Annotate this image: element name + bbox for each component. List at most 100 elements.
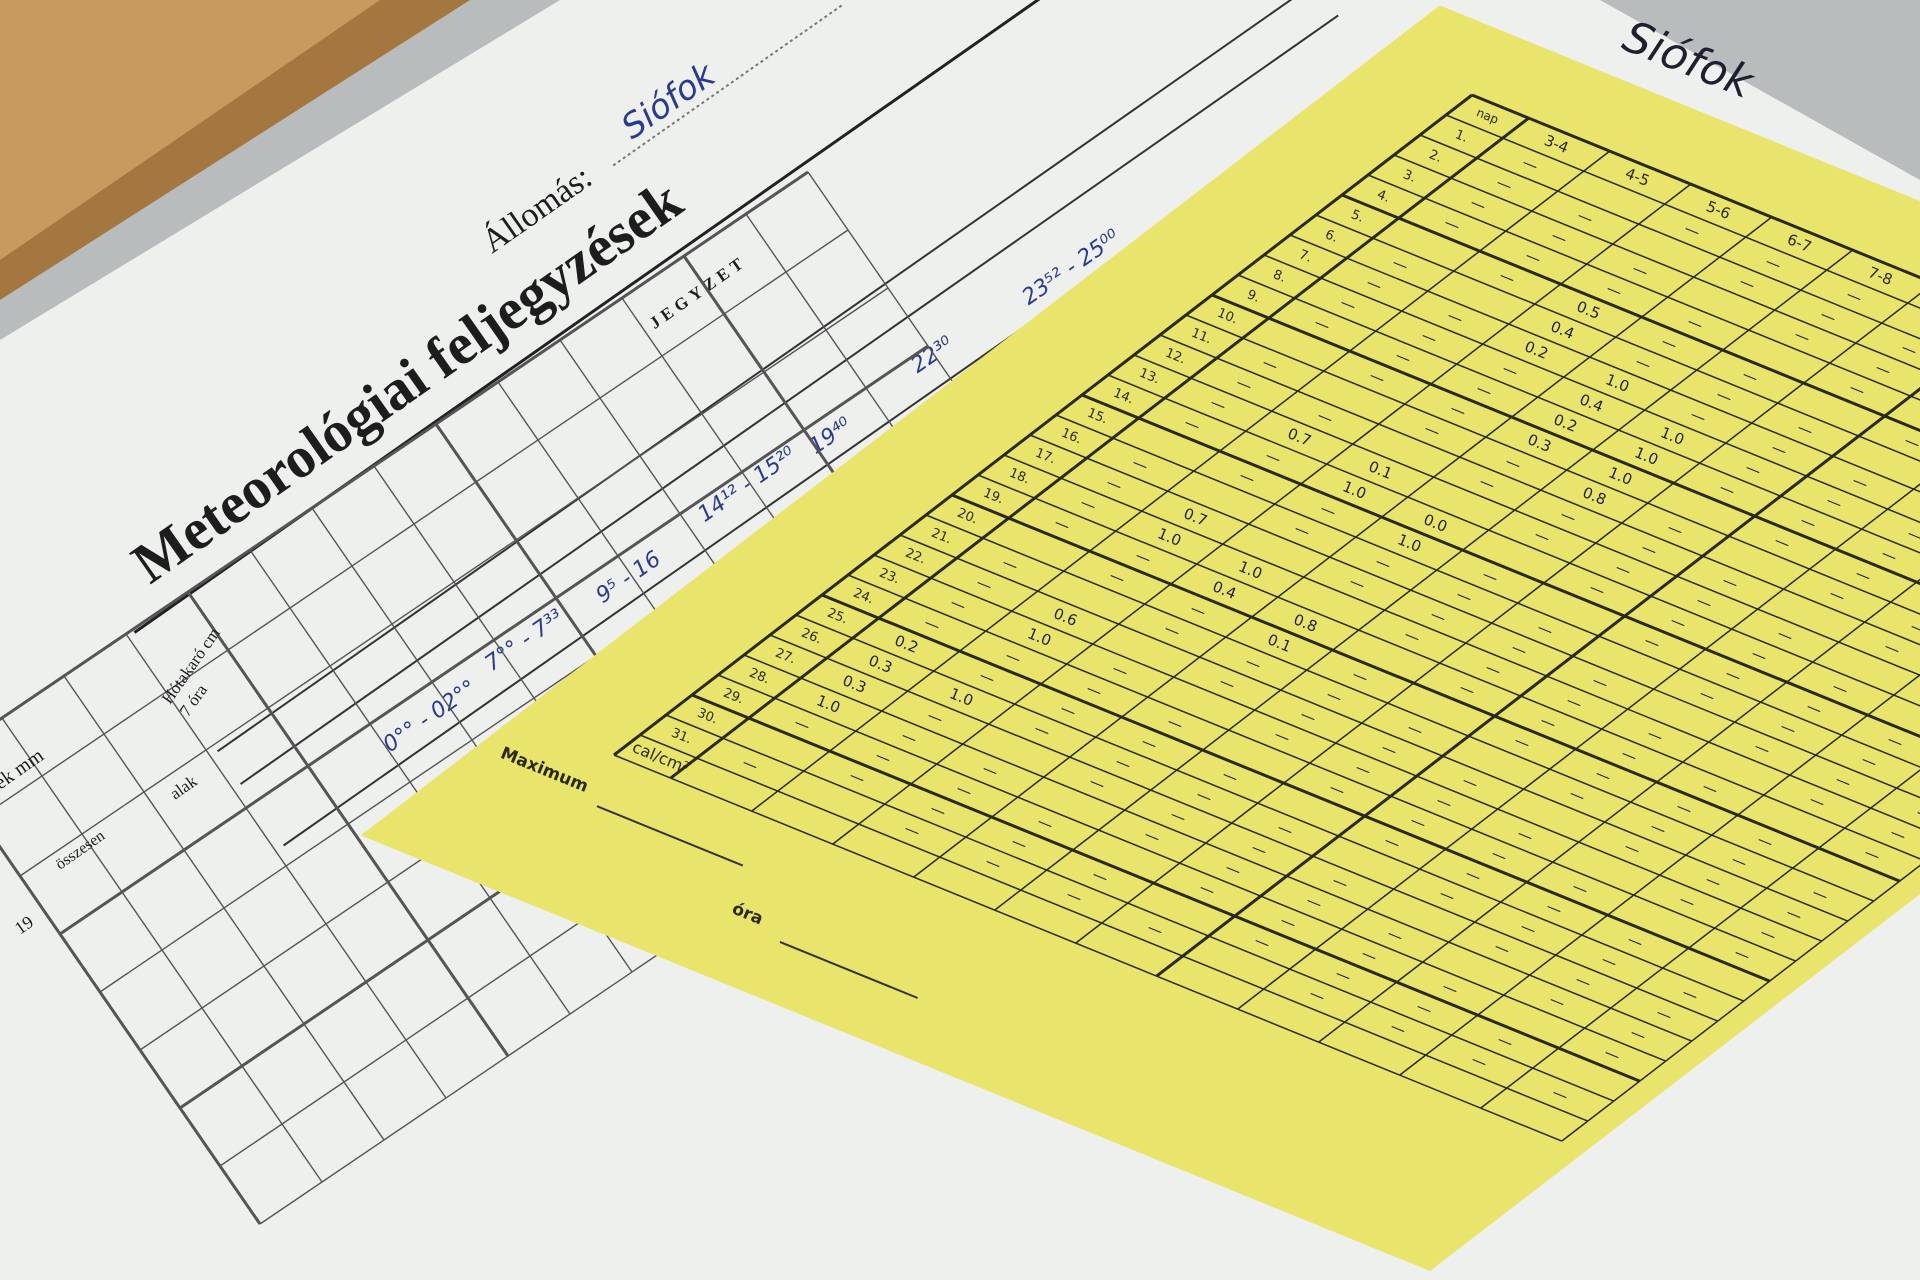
yellow-footer-line-1 xyxy=(596,805,744,867)
yellow-grid-row-line xyxy=(1315,214,1920,462)
cell-dash: — xyxy=(1795,418,1816,440)
cell-dash: — xyxy=(1477,472,1498,494)
cell-dash: — xyxy=(1677,890,1698,912)
yellow-grid-col-line xyxy=(1480,769,1920,1109)
cell-dash: — xyxy=(1743,458,1764,480)
yellow-grid-row-line xyxy=(821,593,1771,983)
cell-dash: — xyxy=(1495,1030,1516,1052)
cell-dash: — xyxy=(1850,471,1871,493)
cell-dash: — xyxy=(983,852,1004,874)
cell-dash: — xyxy=(1497,266,1518,288)
white-grid-col-line xyxy=(125,633,447,1099)
cell-dash: — xyxy=(1703,870,1724,892)
cell-dash: — xyxy=(1648,817,1669,839)
yellow-grid-row-line xyxy=(613,754,1562,1142)
cell-dash: — xyxy=(1824,491,1845,513)
cell-dash: — xyxy=(925,706,946,728)
white-grid-col-line xyxy=(0,844,262,1225)
cell-dash: — xyxy=(1220,765,1241,787)
cell-dash: — xyxy=(902,819,923,841)
cell-dash: — xyxy=(1567,784,1588,806)
yellow-grid-row-line xyxy=(1055,414,1920,768)
cell-dash: — xyxy=(1107,566,1128,588)
yellow-grid-row-line xyxy=(873,554,1822,942)
cell-dash: — xyxy=(1333,964,1354,986)
cell-dash: — xyxy=(1278,911,1299,933)
yellow-grid-col-line xyxy=(1237,483,1920,1010)
cell-dash: — xyxy=(1367,366,1388,388)
cell-dash: — xyxy=(1133,546,1154,568)
cell-dash: — xyxy=(1775,624,1796,646)
cell-dash: — xyxy=(1645,724,1666,746)
white-grid-col-line xyxy=(249,549,571,1015)
cell-dash: — xyxy=(1628,1023,1649,1045)
yellow-grid-row-line xyxy=(1419,134,1920,340)
cell-dash: — xyxy=(1630,259,1651,281)
day-label: 14. xyxy=(1111,386,1136,408)
cell-dash: — xyxy=(1723,664,1744,686)
yellow-form-grid xyxy=(613,93,1920,1142)
cell-dash: — xyxy=(1674,797,1695,819)
yellow-grid-row-line xyxy=(1367,174,1920,401)
day-label: 13. xyxy=(1137,366,1162,388)
cell-dash: — xyxy=(1382,831,1403,853)
yellow-form: nap3-44-55-66-77-81.2.3.4.5.6.7.8.9.10.1… xyxy=(360,5,1920,1271)
cell-dash: — xyxy=(1914,803,1920,825)
cell-dash: — xyxy=(1685,312,1706,334)
cell-dash: — xyxy=(740,753,761,775)
cell-dash: — xyxy=(1830,677,1851,699)
cell-dash: — xyxy=(1625,930,1646,952)
day-label: 27. xyxy=(773,646,798,668)
cell-dash: — xyxy=(1737,272,1758,294)
yellow-grid-row-line xyxy=(899,534,1848,922)
cell-dash: — xyxy=(873,746,894,768)
cell-dash: — xyxy=(1165,712,1186,734)
day-label: 28. xyxy=(747,666,772,688)
cell-dash: — xyxy=(1162,619,1183,641)
cell-dash: — xyxy=(1350,665,1371,687)
cell-dash: — xyxy=(1769,438,1790,460)
cell-dash: — xyxy=(1859,750,1880,772)
cell-dash: — xyxy=(1639,538,1660,560)
cell-dash: — xyxy=(1810,883,1831,905)
yellow-grid-row-line xyxy=(977,474,1920,860)
cell-dash: — xyxy=(1442,213,1463,235)
day-label: 8. xyxy=(1271,267,1288,286)
cell-dash: — xyxy=(1315,406,1336,428)
cell-dash: — xyxy=(1379,738,1400,760)
day-label: 11. xyxy=(1189,326,1214,348)
day-label: 24. xyxy=(851,586,876,608)
cell-dash: — xyxy=(1827,584,1848,606)
cell-dash: — xyxy=(1480,565,1501,587)
cell-dash: — xyxy=(1905,524,1920,546)
cell-dash: — xyxy=(1145,918,1166,940)
yellow-grid-row-line xyxy=(847,574,1796,962)
cell-dash: — xyxy=(1434,791,1455,813)
yellow-grid-row-line xyxy=(951,493,1901,883)
cell-dash: — xyxy=(1440,977,1461,999)
cell-dash: — xyxy=(1457,678,1478,700)
cell-dash: — xyxy=(1364,273,1385,295)
cell-dash: — xyxy=(928,799,949,821)
cell-dash: — xyxy=(1223,858,1244,880)
day-label: 29. xyxy=(721,686,746,708)
cell-dash: — xyxy=(1304,891,1325,913)
cell-dash: — xyxy=(1419,326,1440,348)
yellow-grid-row-line xyxy=(1081,393,1920,739)
day-label: 19. xyxy=(981,486,1006,508)
cell-dash: — xyxy=(1237,466,1258,488)
yellow-grid-row-line xyxy=(1341,193,1920,433)
cell-dash: — xyxy=(1908,617,1920,639)
day-label: 4. xyxy=(1375,187,1392,206)
cell-dash: — xyxy=(1604,279,1625,301)
cell-dash: — xyxy=(1454,585,1475,607)
cell-dash: — xyxy=(1347,572,1368,594)
cell-dash: — xyxy=(1550,1083,1571,1105)
yellow-grid-col-line xyxy=(613,93,1473,757)
cell-dash: — xyxy=(1879,544,1900,566)
yellow-grid-row-line xyxy=(743,654,1692,1042)
yellow-grid-row-line xyxy=(1133,354,1920,677)
cell-dash: — xyxy=(1720,571,1741,593)
cell-dash: — xyxy=(1489,844,1510,866)
